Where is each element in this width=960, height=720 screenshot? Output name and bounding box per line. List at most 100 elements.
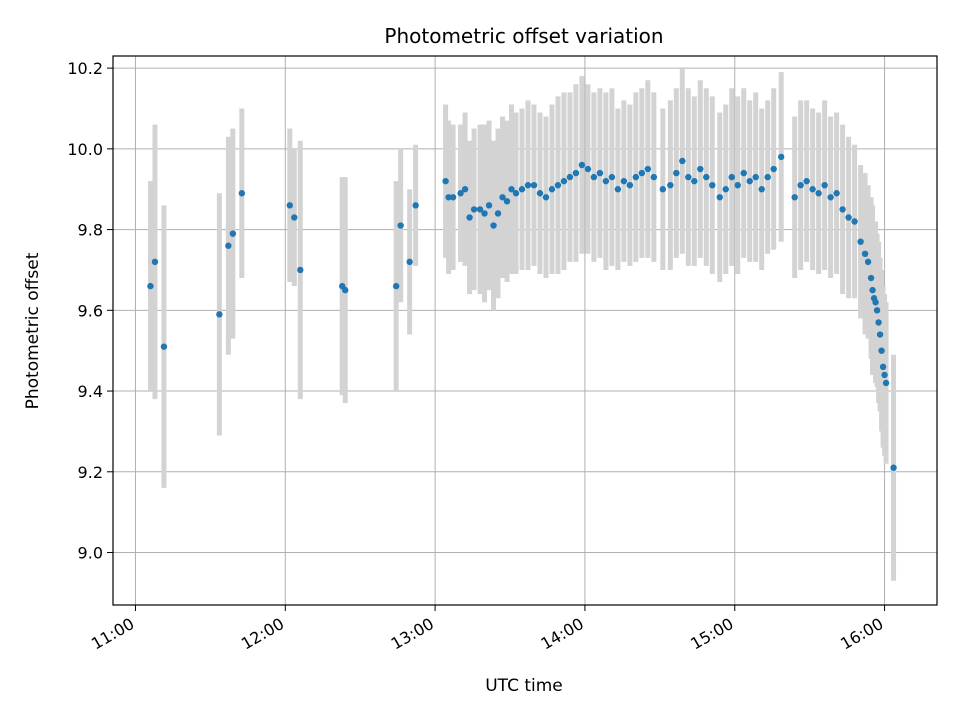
data-point [536, 190, 544, 197]
data-point [644, 165, 652, 173]
data-point [590, 173, 598, 181]
data-point [412, 202, 419, 209]
data-point [461, 186, 469, 193]
data-point [560, 177, 568, 185]
data-point [503, 198, 511, 205]
data-point [512, 190, 520, 197]
data-point [764, 173, 771, 181]
data-point [881, 371, 888, 379]
y-tick-label: 10.0 [67, 140, 103, 159]
data-point [147, 282, 154, 290]
data-point [833, 190, 840, 197]
data-point [864, 258, 872, 266]
data-point [494, 210, 502, 217]
data-point [466, 214, 473, 221]
data-point [878, 347, 885, 354]
data-point [746, 177, 753, 185]
data-point [697, 165, 704, 173]
data-point [524, 181, 532, 189]
data-point [867, 274, 875, 282]
data-point [872, 299, 879, 306]
data-point [890, 464, 897, 471]
data-point [845, 214, 852, 221]
data-point [445, 194, 452, 201]
data-point [734, 181, 741, 189]
data-point [449, 194, 457, 201]
data-point [216, 311, 223, 318]
data-point [685, 173, 692, 181]
data-point [151, 258, 159, 266]
data-point [481, 210, 488, 217]
data-point [297, 266, 304, 274]
data-point [291, 214, 298, 221]
data-point [679, 157, 686, 165]
data-point [406, 258, 413, 266]
data-point [815, 190, 822, 197]
data-point [485, 202, 493, 209]
data-point [457, 190, 464, 197]
data-point [548, 186, 556, 193]
point-layer [147, 153, 897, 471]
data-point [827, 194, 834, 201]
data-point [716, 194, 723, 201]
data-point [709, 181, 716, 189]
plot-frame [112, 55, 938, 606]
y-tick-label: 9.0 [78, 544, 103, 563]
data-point [566, 173, 574, 181]
data-point [797, 181, 804, 189]
chart-title: Photometric offset variation [384, 24, 663, 48]
data-point [602, 177, 610, 185]
y-tick-label: 9.6 [78, 301, 103, 320]
data-point [650, 173, 658, 181]
data-point [584, 165, 592, 173]
data-point [530, 181, 538, 189]
data-point [392, 282, 400, 290]
data-point [882, 379, 890, 387]
data-point [554, 181, 562, 189]
data-point [851, 218, 858, 225]
y-tick-label: 9.2 [78, 463, 103, 482]
data-point [809, 186, 816, 193]
data-point [770, 165, 777, 173]
data-point [225, 242, 232, 249]
data-point [476, 206, 484, 213]
data-point [442, 177, 449, 185]
data-point [873, 307, 881, 314]
data-point [626, 181, 634, 189]
data-point [572, 169, 580, 177]
data-point [518, 186, 526, 193]
y-tick-label: 10.2 [67, 59, 103, 78]
data-point [691, 177, 698, 185]
data-point [608, 173, 616, 181]
x-axis-label: UTC time [485, 676, 563, 696]
data-point [875, 319, 882, 326]
data-point [160, 343, 168, 350]
data-point [876, 331, 884, 338]
data-point [499, 194, 506, 201]
data-point [869, 286, 876, 294]
data-point [632, 173, 640, 181]
data-point [659, 186, 667, 193]
data-point [490, 222, 497, 229]
data-point [238, 190, 246, 197]
data-point [857, 238, 864, 245]
data-point [673, 169, 680, 177]
data-point [777, 153, 785, 161]
data-point [703, 173, 710, 181]
data-point [839, 206, 846, 213]
data-point [638, 169, 646, 177]
data-point [397, 222, 404, 229]
data-point [752, 173, 759, 181]
data-point [342, 286, 349, 294]
data-point [620, 177, 628, 185]
data-point [861, 250, 869, 258]
data-point [667, 181, 674, 189]
data-point [542, 194, 550, 201]
data-point [791, 194, 798, 201]
data-point [803, 177, 810, 185]
data-point [728, 173, 735, 181]
y-axis-label: Photometric offset [23, 252, 43, 409]
data-point [470, 206, 478, 213]
data-point [722, 186, 729, 193]
